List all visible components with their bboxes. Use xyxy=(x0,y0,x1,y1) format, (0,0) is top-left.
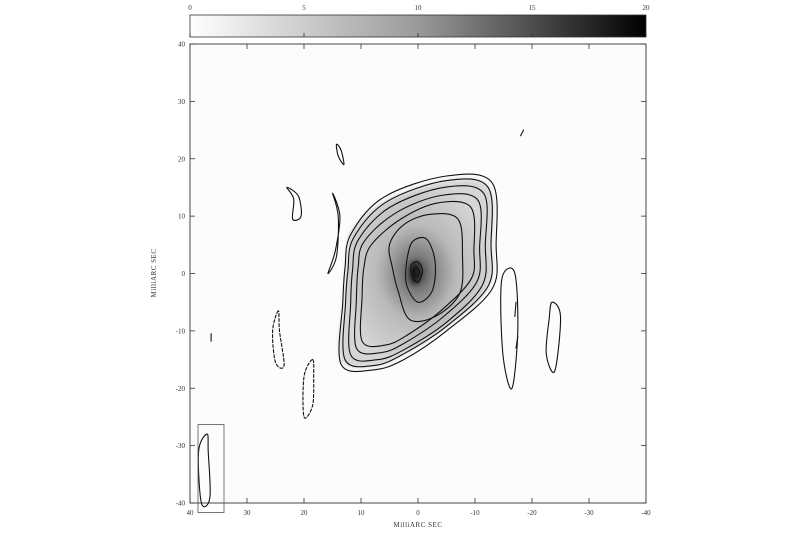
colorbar-tick-label: 15 xyxy=(529,4,537,12)
colorbar-tick-label: 20 xyxy=(643,4,651,12)
x-tick-label: 40 xyxy=(187,509,195,517)
x-tick-label: 10 xyxy=(358,509,366,517)
contour-line xyxy=(388,213,464,323)
y-tick-label: 20 xyxy=(178,155,186,163)
plot-content xyxy=(197,129,562,513)
x-tick-label: -10 xyxy=(470,509,480,517)
colorbar-tick-label: 5 xyxy=(302,4,306,12)
y-tick-label: -10 xyxy=(176,327,186,335)
y-tick-label: 40 xyxy=(178,41,186,49)
contour-line xyxy=(412,267,421,278)
y-tick-label: -30 xyxy=(176,442,186,450)
contour-lines xyxy=(197,129,562,508)
contour-line xyxy=(500,267,519,390)
contour-line xyxy=(515,336,519,349)
y-tick-label: 0 xyxy=(182,270,186,278)
y-tick-label: 10 xyxy=(178,213,186,221)
contour-line xyxy=(514,301,517,318)
contour-line xyxy=(404,236,437,303)
x-tick-label: 30 xyxy=(244,509,252,517)
contour-line xyxy=(197,433,211,508)
x-axis-title: MilliARC SEC xyxy=(394,521,443,529)
y-tick-label: -40 xyxy=(176,500,186,508)
y-tick-labels: 40 30 20 10 0 -10 -20 -30 -40 xyxy=(176,41,186,508)
contour-line xyxy=(342,178,493,368)
x-tick-label: -20 xyxy=(527,509,537,517)
beam-box xyxy=(197,424,225,513)
contour-line xyxy=(359,200,476,348)
colorbar-tick-labels: 0 5 10 15 20 xyxy=(188,4,650,12)
beam xyxy=(197,424,225,513)
y-tick-label: -20 xyxy=(176,385,186,393)
contour-line xyxy=(271,310,285,369)
x-tick-label: 0 xyxy=(416,509,420,517)
contour-line xyxy=(520,129,525,137)
y-tick-label: 30 xyxy=(178,98,186,106)
contour-line xyxy=(327,192,341,275)
contour-line xyxy=(354,193,482,355)
colorbar: 0 5 10 15 20 xyxy=(188,4,650,38)
x-tick-labels: 40 30 20 10 0 -10 -20 -30 -40 xyxy=(187,509,652,517)
contour-line xyxy=(545,301,562,373)
x-tick-label: -40 xyxy=(641,509,651,517)
contour-line xyxy=(335,143,345,166)
contour-line xyxy=(302,359,315,419)
y-axis-title: MilliARC SEC xyxy=(150,249,158,298)
contour-line xyxy=(286,186,302,221)
contour-line xyxy=(338,173,498,373)
contour-line xyxy=(410,261,424,283)
contour-line xyxy=(348,185,488,362)
x-tick-label: -30 xyxy=(584,509,594,517)
colorbar-ticks xyxy=(189,33,647,37)
colorbar-tick-label: 0 xyxy=(188,4,192,12)
axis-ticks xyxy=(189,43,647,504)
x-tick-label: 20 xyxy=(301,509,309,517)
colorbar-tick-label: 10 xyxy=(415,4,423,12)
